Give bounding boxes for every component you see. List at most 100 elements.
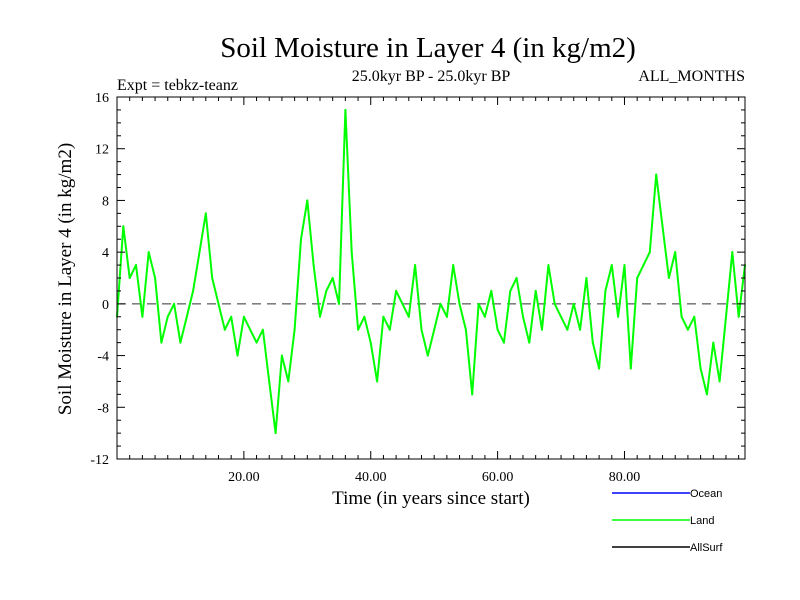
data-point (223, 328, 226, 331)
data-point (192, 289, 195, 292)
data-point (211, 277, 214, 279)
data-point (363, 315, 366, 318)
legend-label-land: Land (690, 515, 714, 527)
data-point (261, 328, 264, 331)
data-point (369, 341, 372, 344)
data-point (585, 277, 588, 279)
data-point (636, 277, 639, 279)
data-point (338, 302, 340, 305)
data-point (629, 367, 632, 370)
data-point (572, 302, 575, 305)
experiment-label: Expt = tebkz-teanz (117, 77, 238, 94)
data-point (249, 328, 252, 331)
data-point (217, 302, 220, 305)
data-point (648, 251, 651, 254)
data-point (426, 354, 429, 357)
data-point (560, 315, 562, 318)
data-point (344, 108, 347, 111)
data-point (699, 367, 702, 370)
data-point (147, 251, 150, 254)
chart-subtitle: 25.0kyr BP - 25.0kyr BP (352, 68, 511, 85)
x-tick-label: 20.00 (228, 470, 260, 485)
data-point (617, 315, 620, 318)
data-point (122, 225, 125, 228)
data-point (357, 328, 360, 331)
data-series-group (116, 108, 746, 435)
data-point (674, 251, 677, 254)
data-point (579, 328, 582, 331)
data-point (173, 302, 176, 305)
data-point (464, 328, 467, 331)
data-point (712, 341, 715, 344)
data-point (433, 328, 436, 331)
data-point (686, 328, 689, 331)
data-point (515, 277, 518, 279)
data-point (280, 354, 283, 357)
data-point (420, 328, 423, 331)
data-point (255, 341, 258, 344)
y-tick-label: -4 (97, 350, 109, 365)
data-point (414, 264, 417, 267)
data-point (268, 380, 271, 383)
data-point (502, 341, 505, 344)
legend-label-ocean: Ocean (690, 488, 722, 500)
data-point (471, 393, 474, 396)
data-point (604, 289, 607, 292)
data-point (718, 380, 721, 383)
data-point (204, 212, 207, 215)
data-point (179, 341, 182, 344)
y-tick-label: 16 (95, 91, 109, 106)
data-point (185, 315, 188, 318)
data-point (388, 328, 391, 331)
data-point (490, 289, 493, 292)
y-tick-label: -12 (90, 453, 109, 468)
data-point (623, 264, 626, 267)
data-point (154, 277, 157, 279)
data-point (496, 328, 499, 331)
data-point (376, 380, 379, 383)
y-tick-label: 8 (102, 194, 109, 209)
data-point (230, 315, 233, 318)
data-point (458, 302, 461, 305)
axis-tick-labels-group: -12 -8 -4 0 4 8 12 16 20.00 40.00 60.00 80.00 (90, 91, 640, 485)
y-tick-label: 4 (102, 246, 109, 261)
data-point (680, 315, 683, 318)
data-point (306, 199, 309, 202)
data-point (135, 264, 137, 267)
data-point (705, 393, 708, 396)
data-point (445, 315, 448, 318)
data-point (325, 289, 328, 292)
data-point (547, 264, 550, 267)
data-point (319, 315, 321, 318)
data-point (287, 380, 290, 383)
months-label: ALL_MONTHS (638, 68, 745, 85)
data-point (236, 354, 239, 357)
data-point (725, 315, 727, 318)
data-point (610, 264, 613, 267)
data-point (477, 302, 480, 305)
data-point (566, 328, 569, 331)
data-point (483, 315, 486, 318)
data-point (591, 341, 594, 344)
x-tick-label: 60.00 (482, 470, 514, 485)
data-point (312, 264, 315, 267)
data-point (667, 277, 670, 279)
y-axis-label: Soil Moisture in Layer 4 (in kg/m2) (55, 143, 76, 415)
data-point (274, 432, 277, 435)
data-point (242, 315, 245, 318)
data-point (731, 251, 734, 254)
data-point (661, 225, 664, 228)
data-point (541, 328, 543, 331)
x-tick-label: 40.00 (355, 470, 387, 485)
data-point (452, 264, 455, 267)
data-point (293, 328, 296, 331)
data-point (522, 315, 524, 318)
data-point (509, 289, 512, 292)
data-point (395, 289, 398, 292)
axis-ticks-group (117, 96, 745, 460)
data-point (166, 315, 169, 318)
data-point (401, 302, 404, 305)
data-point (598, 367, 601, 370)
data-point (655, 173, 658, 176)
x-axis-label: Time (in years since start) (332, 488, 530, 509)
